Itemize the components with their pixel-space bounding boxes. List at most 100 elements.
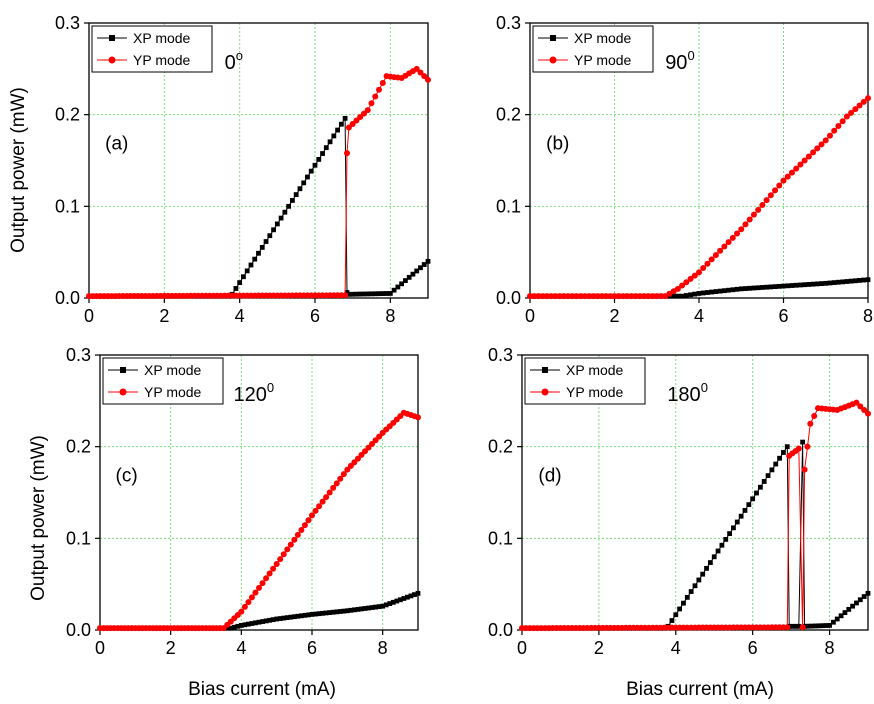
data-point (747, 217, 753, 223)
data-point (735, 287, 740, 292)
legend-marker (120, 389, 127, 396)
legend-marker (542, 367, 548, 373)
angle-label: 900 (665, 48, 694, 74)
data-point (696, 269, 702, 275)
data-point (290, 198, 295, 203)
data-point (866, 591, 871, 596)
data-point (781, 450, 786, 455)
data-point (286, 204, 291, 209)
data-point (750, 496, 755, 501)
y-tick-label: 0.0 (66, 620, 91, 640)
series-1 (520, 440, 871, 631)
series-1 (87, 116, 431, 299)
data-point (794, 283, 799, 288)
legend-marker (120, 367, 126, 373)
data-point (677, 607, 682, 612)
data-point (742, 221, 748, 227)
data-point (835, 123, 841, 129)
y-tick-label: 0.2 (496, 105, 521, 125)
data-point (752, 286, 757, 291)
data-point (840, 279, 845, 284)
data-point (773, 284, 778, 289)
legend-label: XP mode (566, 362, 624, 378)
series-2 (97, 410, 421, 631)
x-tick-label: 0 (517, 638, 527, 658)
data-point (425, 77, 431, 83)
data-point (284, 546, 290, 552)
legend: XP mode YP mode (103, 358, 223, 404)
data-point (328, 139, 333, 144)
data-point (819, 281, 824, 286)
data-point (673, 612, 678, 617)
x-tick-label: 6 (307, 638, 317, 658)
data-point (713, 252, 719, 258)
data-point (267, 233, 272, 238)
series-2 (86, 66, 431, 299)
data-point (796, 446, 802, 452)
data-point (747, 286, 752, 291)
data-point (709, 256, 715, 262)
y-tick-label: 0.1 (66, 528, 91, 548)
data-point (675, 294, 680, 299)
legend-marker (550, 35, 556, 41)
data-point (773, 462, 778, 467)
data-point (335, 128, 340, 133)
data-point (836, 280, 841, 285)
data-point (721, 243, 727, 249)
data-point (743, 286, 748, 291)
legend-label: YP mode (574, 52, 632, 68)
data-point (840, 118, 846, 124)
y-tick-label: 0.3 (55, 13, 80, 33)
data-point (828, 281, 833, 286)
x-tick-label: 0 (525, 306, 535, 326)
data-point (680, 294, 685, 299)
series-line (89, 118, 428, 296)
data-point (342, 292, 348, 298)
data-point (764, 285, 769, 290)
data-point (339, 122, 344, 127)
x-tick-label: 4 (235, 306, 245, 326)
y-tick-label: 0.1 (488, 528, 513, 548)
legend-label: YP mode (144, 384, 202, 400)
x-tick-label: 8 (825, 638, 835, 658)
legend-label: XP mode (144, 362, 202, 378)
y-tick-label: 0.3 (488, 345, 513, 365)
data-point (804, 444, 810, 450)
data-point (234, 286, 239, 291)
data-point (380, 80, 386, 86)
data-point (802, 282, 807, 287)
panel-label: (b) (546, 133, 569, 154)
data-point (866, 277, 871, 282)
data-point (726, 288, 731, 293)
data-point (722, 288, 727, 293)
data-point (861, 278, 866, 283)
series-line (522, 442, 868, 628)
data-point (798, 283, 803, 288)
data-point (849, 279, 854, 284)
data-point (827, 133, 833, 139)
data-point (785, 283, 790, 288)
data-point (301, 180, 306, 185)
data-point (784, 624, 790, 630)
data-point (735, 520, 740, 525)
data-point (751, 212, 757, 218)
data-point (755, 207, 761, 213)
y-axis-label-top: Output power (mW) (8, 87, 29, 253)
data-point (692, 292, 697, 297)
data-point (709, 290, 714, 295)
data-point (714, 289, 719, 294)
x-tick-label: 6 (310, 306, 320, 326)
data-point (264, 239, 269, 244)
legend-label: XP mode (574, 30, 632, 46)
data-point (853, 278, 858, 283)
data-point (689, 589, 694, 594)
data-point (684, 293, 689, 298)
y-tick-label: 0.2 (55, 105, 80, 125)
data-point (776, 183, 782, 189)
data-point (245, 268, 250, 273)
data-point (831, 128, 837, 134)
data-point (685, 595, 690, 600)
y-tick-label: 0.3 (66, 345, 91, 365)
legend-marker (109, 57, 116, 64)
data-point (281, 551, 287, 557)
